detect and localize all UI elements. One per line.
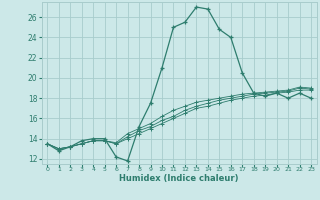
X-axis label: Humidex (Indice chaleur): Humidex (Indice chaleur) (119, 174, 239, 183)
